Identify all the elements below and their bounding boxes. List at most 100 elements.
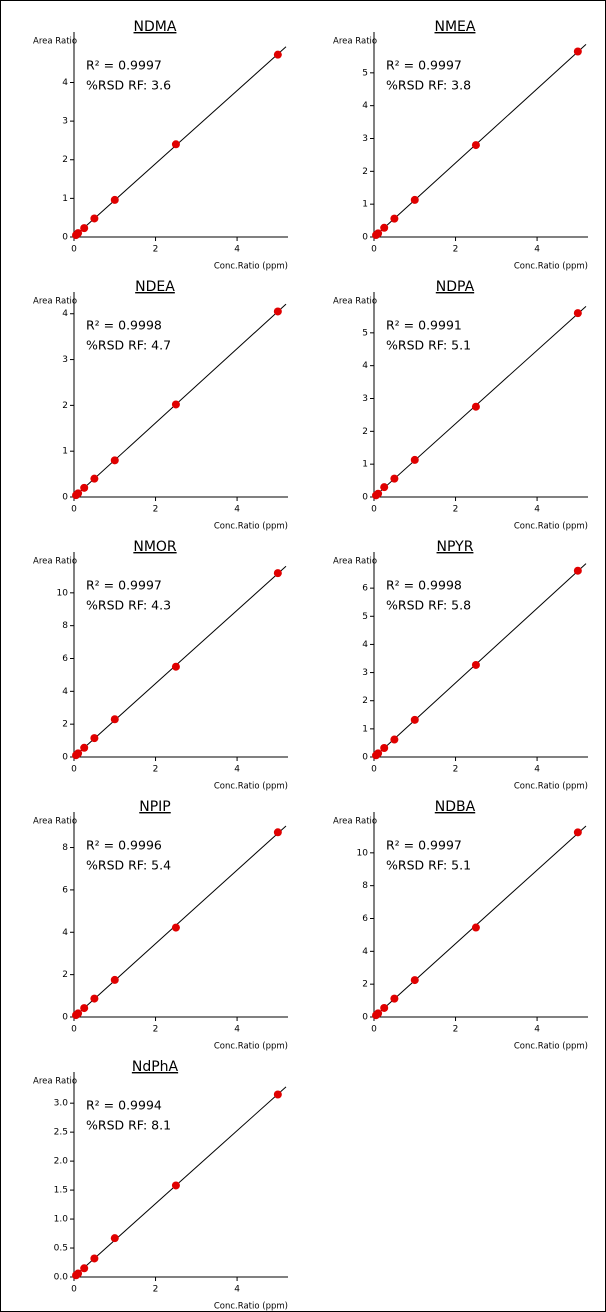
point <box>273 1090 282 1099</box>
point <box>410 976 419 985</box>
point <box>80 224 89 233</box>
chart-title: NMEA <box>435 19 476 35</box>
y-tick-label: 2 <box>362 167 368 177</box>
y-tick-label: 3 <box>62 355 68 365</box>
y-tick-label: 4 <box>362 947 368 957</box>
x-axis-label: Conc.Ratio (ppm) <box>214 522 288 532</box>
point <box>410 455 419 464</box>
point <box>573 566 582 575</box>
x-tick-label: 2 <box>153 505 159 515</box>
point <box>573 828 582 837</box>
x-tick-label: 4 <box>234 505 240 515</box>
fit-line <box>73 565 287 758</box>
x-tick-label: 0 <box>371 765 377 775</box>
annotation: %RSD RF: 5.8 <box>386 598 471 613</box>
x-tick-label: 4 <box>534 1025 540 1035</box>
point <box>74 1269 83 1278</box>
y-tick-label: 4 <box>62 928 68 938</box>
y-tick-label: 2 <box>62 970 68 980</box>
y-tick-label: 3.0 <box>54 1099 69 1109</box>
annotation: %RSD RF: 3.8 <box>386 78 471 93</box>
point <box>273 50 282 59</box>
point <box>110 715 119 724</box>
y-tick-label: 10 <box>57 588 69 598</box>
annotation: R² = 0.9997 <box>386 838 462 853</box>
x-tick-label: 0 <box>371 245 377 255</box>
fit-line <box>373 305 587 498</box>
x-tick-label: 0 <box>71 245 77 255</box>
point <box>80 1264 89 1273</box>
fit-line <box>73 303 287 498</box>
y-tick-label: 0 <box>362 753 368 763</box>
chart-title: NDPA <box>436 279 475 295</box>
x-axis-label: Conc.Ratio (ppm) <box>214 1302 288 1312</box>
point <box>471 660 480 669</box>
x-axis-label: Conc.Ratio (ppm) <box>514 522 588 532</box>
x-axis-label: Conc.Ratio (ppm) <box>214 1042 288 1052</box>
annotation: R² = 0.9998 <box>86 318 162 333</box>
point <box>471 141 480 150</box>
x-tick-label: 4 <box>534 505 540 515</box>
point <box>573 309 582 318</box>
y-tick-label: 1 <box>362 724 368 734</box>
y-axis-label: Area Ratio <box>33 1077 77 1087</box>
y-axis-label: Area Ratio <box>33 297 77 307</box>
annotation: R² = 0.9994 <box>86 1098 162 1113</box>
annotation: R² = 0.9991 <box>386 318 462 333</box>
y-tick-label: 4 <box>362 101 368 111</box>
chart-title: NDBA <box>435 799 476 815</box>
point <box>110 456 119 465</box>
point <box>90 994 99 1003</box>
y-tick-label: 0 <box>362 1013 368 1023</box>
y-tick-label: 1.5 <box>54 1186 68 1196</box>
x-tick-label: 0 <box>71 765 77 775</box>
fit-line <box>73 1086 287 1278</box>
point <box>390 735 399 744</box>
point <box>171 662 180 671</box>
y-tick-label: 2 <box>62 155 68 165</box>
point <box>390 474 399 483</box>
y-tick-label: 3 <box>362 394 368 404</box>
fit-line <box>373 563 587 758</box>
point <box>74 489 83 498</box>
y-tick-label: 4 <box>62 687 68 697</box>
y-tick-label: 2 <box>362 427 368 437</box>
point <box>74 229 83 238</box>
x-tick-label: 0 <box>371 1025 377 1035</box>
point <box>380 743 389 752</box>
y-tick-label: 2.5 <box>54 1128 68 1138</box>
fit-line <box>373 43 587 238</box>
annotation: %RSD RF: 8.1 <box>86 1118 171 1133</box>
point <box>74 1009 83 1018</box>
point <box>110 195 119 204</box>
y-tick-label: 2.0 <box>54 1157 69 1167</box>
y-tick-label: 6 <box>62 885 68 895</box>
point <box>80 483 89 492</box>
y-tick-label: 10 <box>357 848 369 858</box>
y-tick-label: 5 <box>362 328 368 338</box>
y-tick-label: 4 <box>362 361 368 371</box>
y-tick-label: 5 <box>362 68 368 78</box>
x-tick-label: 4 <box>534 765 540 775</box>
x-tick-label: 0 <box>371 505 377 515</box>
x-tick-label: 2 <box>453 505 459 515</box>
point <box>90 474 99 483</box>
point <box>390 994 399 1003</box>
y-tick-label: 1 <box>362 200 368 210</box>
y-tick-label: 8 <box>62 843 68 853</box>
chart-title: NdPhA <box>132 1059 179 1075</box>
fit-line <box>73 46 287 238</box>
x-tick-label: 2 <box>153 245 159 255</box>
annotation: R² = 0.9997 <box>86 578 162 593</box>
annotation: R² = 0.9998 <box>386 578 462 593</box>
y-tick-label: 3 <box>62 117 68 127</box>
y-tick-label: 1 <box>62 447 68 457</box>
point <box>110 975 119 984</box>
y-axis-label: Area Ratio <box>333 37 377 47</box>
point <box>110 1234 119 1243</box>
annotation: R² = 0.9997 <box>386 58 462 73</box>
y-axis-label: Area Ratio <box>33 557 77 567</box>
x-axis-label: Conc.Ratio (ppm) <box>514 782 588 792</box>
y-tick-label: 0 <box>62 1013 68 1023</box>
